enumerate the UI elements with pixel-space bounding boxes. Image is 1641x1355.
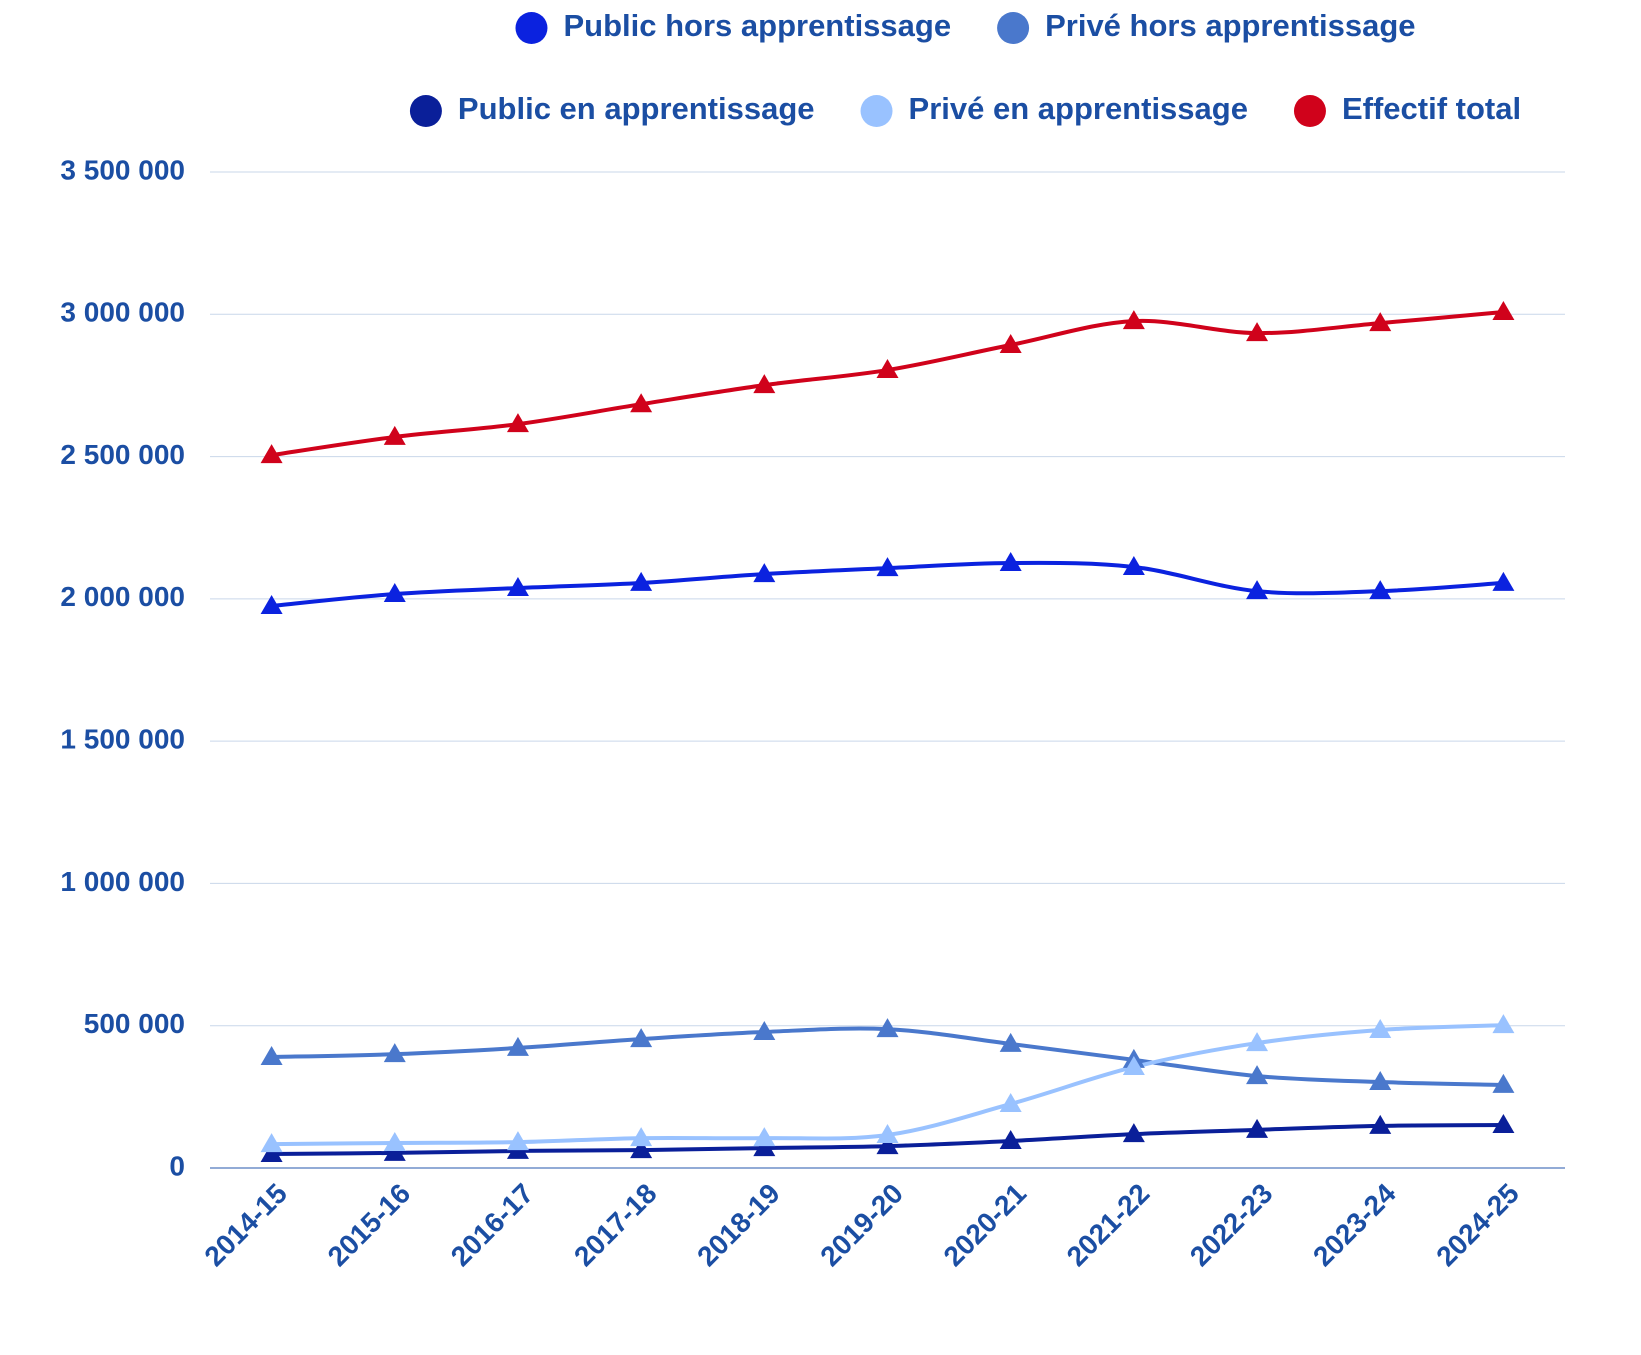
marker bbox=[1246, 1118, 1269, 1138]
marker bbox=[260, 594, 283, 614]
marker bbox=[383, 425, 406, 445]
legend-swatch bbox=[1293, 95, 1326, 127]
marker bbox=[999, 1129, 1022, 1149]
legend-text: Public hors apprentissage bbox=[563, 8, 951, 43]
marker bbox=[876, 1018, 899, 1038]
marker bbox=[1122, 1123, 1145, 1143]
marker bbox=[260, 444, 283, 464]
marker bbox=[753, 1127, 776, 1147]
legend-swatch bbox=[409, 95, 442, 127]
x-tick-label: 2021-22 bbox=[1061, 1178, 1156, 1273]
marker bbox=[383, 1043, 406, 1063]
marker bbox=[506, 1036, 529, 1056]
y-tick-label: 0 bbox=[169, 1150, 185, 1181]
marker bbox=[753, 1020, 776, 1040]
x-tick-label: 2024-25 bbox=[1430, 1178, 1525, 1273]
marker bbox=[1369, 1018, 1392, 1038]
marker bbox=[999, 552, 1022, 572]
marker bbox=[506, 577, 529, 597]
marker bbox=[753, 374, 776, 394]
marker bbox=[1492, 1073, 1515, 1093]
y-tick-label: 3 000 000 bbox=[60, 297, 185, 328]
marker bbox=[383, 583, 406, 603]
y-tick-label: 3 500 000 bbox=[60, 154, 185, 185]
marker bbox=[999, 1032, 1022, 1052]
marker bbox=[1246, 1065, 1269, 1085]
marker bbox=[753, 1137, 776, 1157]
marker bbox=[383, 1141, 406, 1161]
marker bbox=[630, 1028, 653, 1048]
marker bbox=[1369, 580, 1392, 600]
legend-text: Privé hors apprentissage bbox=[1045, 8, 1415, 43]
legend-text: Effectif total bbox=[1342, 91, 1521, 126]
legend-text: Public en apprentissage bbox=[458, 91, 815, 126]
marker bbox=[260, 1046, 283, 1066]
x-tick-label: 2020-21 bbox=[938, 1178, 1033, 1273]
marker bbox=[630, 571, 653, 591]
marker bbox=[876, 1123, 899, 1143]
marker bbox=[1492, 301, 1515, 321]
marker bbox=[260, 1133, 283, 1153]
x-tick-label: 2017-18 bbox=[568, 1178, 663, 1273]
marker bbox=[1492, 1014, 1515, 1034]
marker bbox=[753, 563, 776, 583]
marker bbox=[506, 1131, 529, 1151]
x-tick-label: 2014-15 bbox=[198, 1178, 293, 1273]
marker bbox=[1246, 1032, 1269, 1052]
x-tick-label: 2015-16 bbox=[322, 1178, 417, 1273]
legend-item: Privé en apprentissage bbox=[860, 91, 1248, 127]
marker bbox=[1369, 1071, 1392, 1091]
marker bbox=[999, 334, 1022, 354]
marker bbox=[506, 413, 529, 433]
series-line bbox=[271, 310, 1504, 458]
x-tick-label: 2016-17 bbox=[445, 1178, 540, 1273]
legend-item: Privé hors apprentissage bbox=[997, 8, 1416, 44]
x-tick-label: 2023-24 bbox=[1307, 1177, 1402, 1272]
legend-text: Privé en apprentissage bbox=[909, 91, 1248, 126]
marker bbox=[1122, 310, 1145, 330]
marker bbox=[1246, 322, 1269, 342]
y-tick-label: 2 000 000 bbox=[60, 581, 185, 612]
legend-item: Public hors apprentissage bbox=[515, 8, 951, 44]
marker bbox=[876, 557, 899, 577]
legend-item: Effectif total bbox=[1293, 91, 1521, 127]
marker bbox=[876, 1135, 899, 1155]
marker bbox=[1492, 1114, 1515, 1134]
marker bbox=[260, 1143, 283, 1163]
marker bbox=[1122, 1055, 1145, 1075]
marker bbox=[876, 359, 899, 379]
y-tick-label: 2 500 000 bbox=[60, 439, 185, 470]
marker bbox=[999, 1092, 1022, 1112]
marker bbox=[1369, 1114, 1392, 1134]
y-tick-label: 500 000 bbox=[84, 1008, 185, 1039]
legend-swatch bbox=[860, 95, 893, 127]
marker bbox=[630, 393, 653, 413]
x-tick-label: 2022-23 bbox=[1184, 1178, 1279, 1273]
legend-swatch bbox=[515, 12, 548, 44]
marker bbox=[1492, 571, 1515, 591]
marker bbox=[630, 1139, 653, 1159]
x-tick-label: 2019-20 bbox=[814, 1178, 909, 1273]
marker bbox=[1122, 555, 1145, 575]
legend-item: Public en apprentissage bbox=[409, 91, 815, 127]
x-tick-label: 2018-19 bbox=[691, 1178, 786, 1273]
y-tick-label: 1 000 000 bbox=[60, 866, 185, 897]
y-tick-label: 1 500 000 bbox=[60, 724, 185, 755]
legend-swatch bbox=[997, 12, 1030, 44]
marker bbox=[383, 1131, 406, 1151]
marker bbox=[1369, 312, 1392, 332]
marker bbox=[630, 1127, 653, 1147]
marker bbox=[1246, 580, 1269, 600]
